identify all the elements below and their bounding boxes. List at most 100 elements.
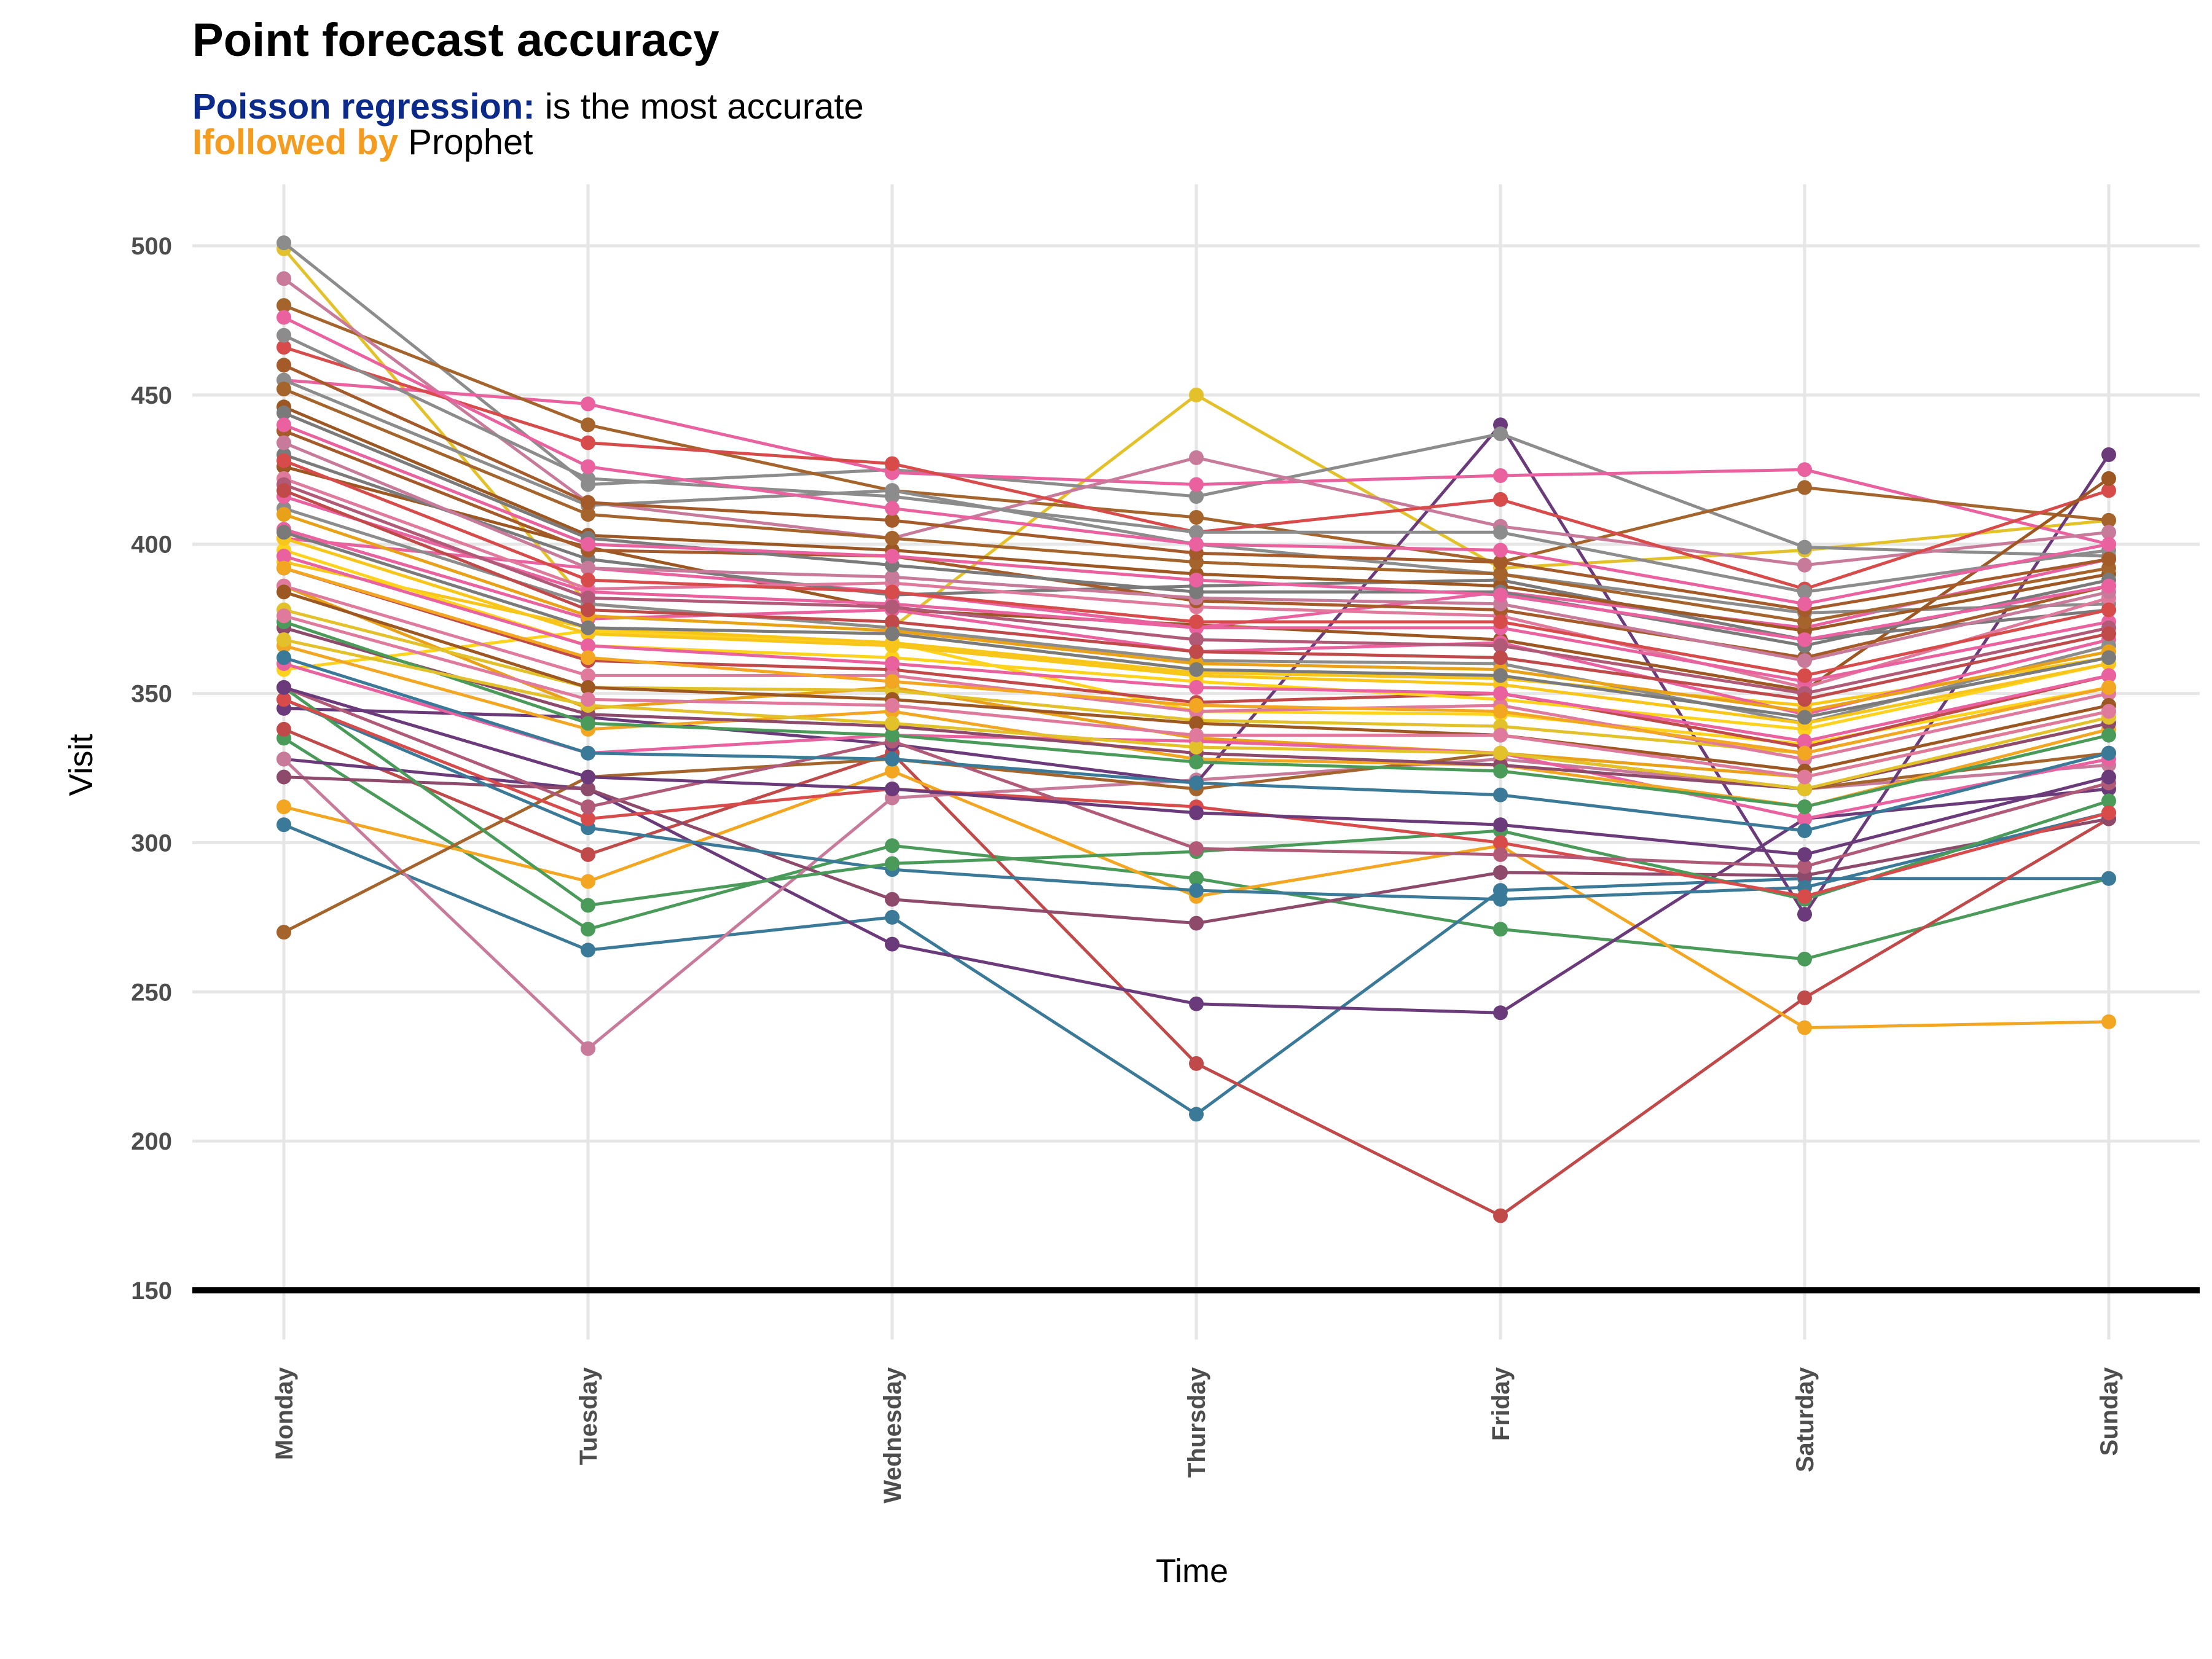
data-point xyxy=(1493,543,1508,558)
series xyxy=(276,483,2116,707)
x-tick-labels: Monday Tuesday Wednesday Thursday Friday Satu… xyxy=(271,1367,2123,1503)
data-point xyxy=(581,943,595,958)
data-point xyxy=(1797,847,1812,862)
data-point xyxy=(1797,734,1812,749)
x-tick-label: Saturday xyxy=(1792,1367,1819,1472)
series xyxy=(276,769,2116,931)
y-tick-label: 400 xyxy=(131,531,172,559)
data-point xyxy=(885,656,900,671)
data-point xyxy=(581,435,595,450)
series xyxy=(276,453,2116,683)
data-point xyxy=(1797,539,1812,555)
chart-title: Point forecast accuracy xyxy=(192,14,720,66)
data-point xyxy=(276,406,291,420)
data-point xyxy=(1493,787,1508,802)
data-point xyxy=(276,549,291,564)
data-point xyxy=(2101,602,2116,618)
data-point xyxy=(1797,951,1812,967)
data-point xyxy=(1797,799,1812,815)
data-point xyxy=(276,310,291,325)
series xyxy=(276,560,2116,761)
data-point xyxy=(1189,489,1204,504)
data-point xyxy=(1493,468,1508,483)
data-point xyxy=(276,751,291,767)
data-point xyxy=(581,459,595,474)
data-point xyxy=(1797,668,1812,683)
data-point xyxy=(581,898,595,913)
data-point xyxy=(1189,680,1204,695)
x-tick-label: Wednesday xyxy=(879,1367,906,1503)
series xyxy=(276,614,2116,815)
data-point xyxy=(1493,567,1508,582)
series xyxy=(276,680,2116,862)
data-point xyxy=(1797,614,1812,629)
data-point xyxy=(276,925,291,940)
data-point xyxy=(581,471,595,486)
data-point xyxy=(276,298,291,313)
data-point xyxy=(1189,805,1204,820)
data-point xyxy=(2101,793,2116,809)
data-point xyxy=(885,638,900,653)
data-point xyxy=(276,483,291,498)
data-point xyxy=(1797,823,1812,838)
data-point xyxy=(1797,769,1812,785)
data-point xyxy=(581,620,595,635)
x-tick-label: Tuesday xyxy=(575,1367,602,1465)
data-point xyxy=(1189,716,1204,731)
chart-subtitle-line-1: Poisson regression: is the most accurate xyxy=(192,86,864,127)
data-point xyxy=(1493,614,1508,629)
data-point xyxy=(885,626,900,641)
data-point xyxy=(2101,805,2116,820)
data-point xyxy=(1189,916,1204,931)
data-point xyxy=(1189,450,1204,465)
data-point xyxy=(1493,492,1508,507)
data-point xyxy=(885,909,900,925)
y-tick-label: 500 xyxy=(131,233,172,260)
data-point xyxy=(581,650,595,665)
data-point xyxy=(581,769,595,785)
data-point xyxy=(276,817,291,833)
data-point xyxy=(581,847,595,862)
data-point xyxy=(885,892,900,907)
series xyxy=(276,310,2116,611)
data-point xyxy=(581,590,595,606)
data-point xyxy=(1189,584,1204,600)
data-point xyxy=(1797,907,1812,922)
data-point xyxy=(1493,1005,1508,1021)
data-point xyxy=(1797,811,1812,826)
data-point xyxy=(1493,525,1508,540)
data-point xyxy=(885,489,900,504)
data-point xyxy=(1797,745,1812,761)
data-point xyxy=(885,531,900,546)
data-point xyxy=(581,692,595,707)
data-point xyxy=(276,650,291,665)
y-tick-label: 450 xyxy=(131,382,172,409)
data-point xyxy=(885,698,900,713)
data-point xyxy=(885,763,900,779)
x-tick-label: Friday xyxy=(1488,1367,1515,1441)
data-point xyxy=(581,922,595,937)
data-point xyxy=(885,512,900,528)
data-point xyxy=(1189,698,1204,713)
subtitle-highlight-followed: Ifollowed by xyxy=(192,122,399,162)
data-point xyxy=(276,525,291,540)
data-point xyxy=(1493,745,1508,761)
data-point xyxy=(581,811,595,826)
data-point xyxy=(276,799,291,815)
data-point xyxy=(581,602,595,618)
data-point xyxy=(2101,1014,2116,1029)
data-point xyxy=(581,716,595,731)
data-point xyxy=(276,358,291,373)
data-point xyxy=(581,417,595,433)
data-point xyxy=(885,782,900,796)
y-axis-title: Visit xyxy=(63,734,100,796)
data-point xyxy=(581,668,595,683)
data-point xyxy=(1189,573,1204,587)
data-point xyxy=(276,507,291,522)
data-point xyxy=(581,1041,595,1056)
data-point xyxy=(2101,745,2116,761)
data-point xyxy=(1493,922,1508,937)
data-point xyxy=(2101,668,2116,683)
data-point xyxy=(1493,835,1508,850)
data-point xyxy=(885,501,900,516)
